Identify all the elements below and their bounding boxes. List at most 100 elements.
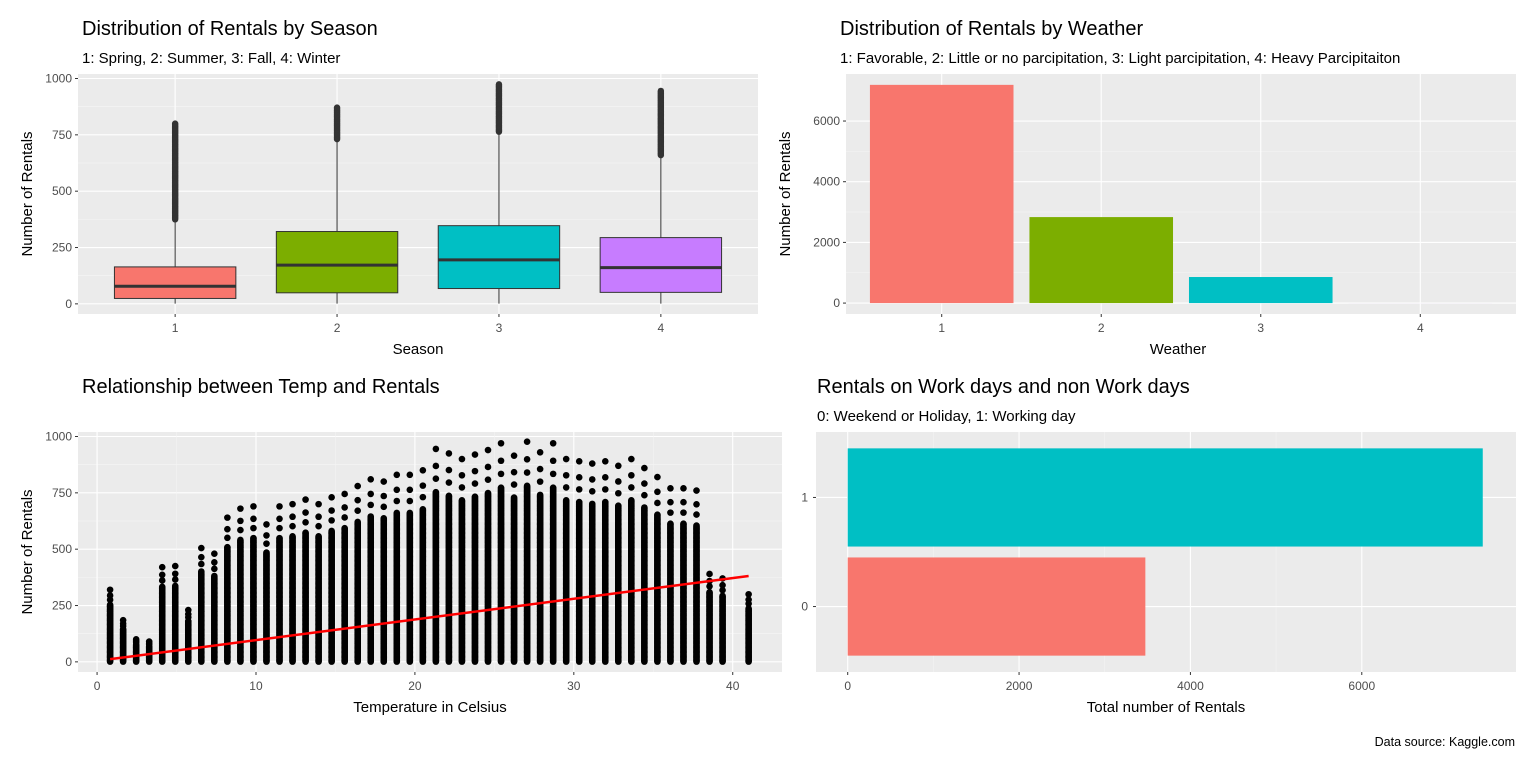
temp-point (497, 484, 505, 491)
season-y-tick-label: 0 (65, 297, 72, 311)
season-box (275, 231, 399, 294)
temp-point (393, 497, 401, 505)
season-outlier-point (495, 81, 503, 88)
temp-point (184, 606, 192, 614)
weather-x-tick-label: 3 (1257, 321, 1264, 335)
temp-point (302, 509, 309, 516)
temp-point (171, 576, 179, 583)
season-y-axis-title: Number of Rentals (19, 131, 36, 256)
temp-point (263, 549, 270, 556)
temp-point (328, 517, 335, 524)
temp-point (315, 500, 322, 508)
season-y-tick-label: 750 (52, 128, 72, 142)
season-y-tick-label: 500 (52, 184, 72, 198)
temp-point (237, 505, 244, 512)
temp-point (341, 514, 348, 521)
temp-point (198, 568, 205, 575)
temp-point (484, 463, 492, 471)
temp-point (328, 527, 335, 535)
temp-point (406, 471, 414, 479)
temp-point (419, 493, 427, 501)
temp-point (145, 638, 153, 645)
temp-point (315, 533, 322, 540)
temp-point (198, 544, 205, 552)
temp-point (198, 560, 205, 568)
temp-point (406, 497, 414, 505)
temp-point (367, 490, 375, 498)
temp-chart-title: Relationship between Temp and Rentals (82, 376, 440, 398)
temp-point (158, 563, 166, 571)
temp-point (471, 480, 479, 487)
temp-point (367, 476, 375, 483)
temp-scatter-chart: Relationship between Temp and Rentals 02… (19, 376, 782, 716)
temp-point (289, 513, 296, 521)
temp-point (315, 522, 322, 530)
temp-point (497, 439, 505, 447)
season-boxes (113, 81, 723, 304)
season-box (113, 266, 237, 299)
temp-point (354, 507, 361, 514)
weather-bar (1188, 277, 1333, 304)
temp-point (171, 582, 179, 590)
temp-point (458, 455, 466, 463)
temp-point (106, 592, 114, 599)
weather-x-tick-label: 2 (1098, 321, 1105, 335)
temp-point (276, 534, 283, 542)
temp-point (367, 513, 375, 520)
temp-point (171, 562, 179, 570)
temp-point (237, 526, 244, 534)
temp-point (510, 481, 518, 488)
temp-point (380, 503, 388, 511)
season-x-tick-label: 3 (496, 321, 503, 335)
temp-point (393, 509, 401, 517)
temp-point (445, 450, 453, 457)
temp-point (224, 514, 231, 521)
weather-bar (1029, 217, 1174, 304)
temp-point (445, 466, 453, 474)
temp-point (237, 536, 244, 544)
temp-point (419, 467, 427, 474)
temp-point (315, 513, 322, 521)
temp-point (211, 550, 218, 557)
temp-point (354, 482, 361, 490)
temp-point (158, 577, 166, 584)
temp-point (224, 525, 231, 533)
temp-point (250, 515, 257, 523)
temp-point (276, 503, 283, 510)
season-outlier-point (171, 120, 179, 127)
temp-point (341, 524, 348, 532)
weather-y-axis-title: Number of Rentals (777, 131, 794, 256)
weather-bar (869, 84, 1014, 304)
season-y-tick-label: 250 (52, 241, 72, 255)
temp-point (354, 518, 361, 526)
temp-point (484, 446, 492, 454)
weather-y-tick-label: 2000 (813, 235, 840, 249)
temp-point (263, 540, 270, 547)
temp-point (510, 468, 518, 476)
temp-point (106, 586, 114, 594)
temp-points (106, 438, 752, 665)
temp-point (458, 471, 466, 479)
temp-point (419, 482, 427, 489)
temp-point (328, 507, 335, 514)
temp-point (224, 534, 231, 542)
temp-point (432, 475, 440, 483)
temp-point (419, 505, 427, 513)
temp-point (432, 445, 440, 453)
temp-point (458, 496, 466, 504)
temp-point (237, 517, 244, 525)
temp-point (497, 470, 505, 478)
temp-point (250, 524, 257, 532)
temp-point (510, 452, 518, 459)
temp-point (250, 534, 257, 542)
temp-point (406, 486, 414, 494)
temp-point (211, 565, 218, 573)
temp-point (341, 504, 348, 511)
season-outlier-point (657, 87, 665, 95)
temp-point (171, 570, 179, 578)
season-outlier-point (333, 104, 341, 111)
temp-point (106, 601, 114, 609)
temp-point (497, 457, 505, 465)
temp-point (432, 488, 440, 496)
